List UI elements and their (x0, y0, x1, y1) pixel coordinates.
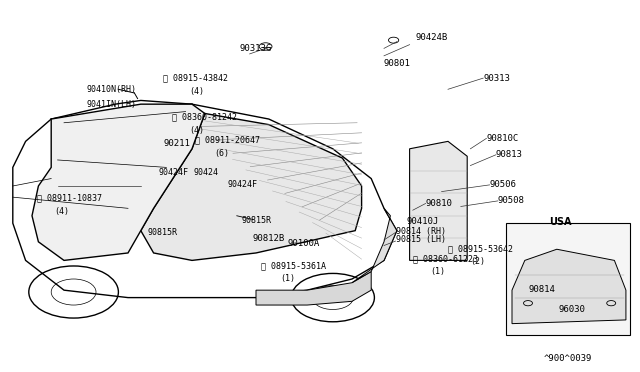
Text: Ⓢ 08360-61223: Ⓢ 08360-61223 (413, 254, 478, 263)
Text: (4): (4) (189, 87, 204, 96)
Text: Ⓝ 08915-5361A: Ⓝ 08915-5361A (261, 262, 326, 270)
Text: 90410J: 90410J (406, 217, 438, 226)
Text: 90815 (LH): 90815 (LH) (396, 235, 445, 244)
Polygon shape (32, 104, 205, 260)
Text: Ⓝ 08911-20647: Ⓝ 08911-20647 (195, 135, 260, 144)
Text: 90812B: 90812B (253, 234, 285, 243)
Text: 90814 (RH): 90814 (RH) (396, 227, 445, 236)
Text: Ⓟ 08915-43842: Ⓟ 08915-43842 (163, 74, 228, 83)
Polygon shape (512, 249, 626, 324)
Text: 90506: 90506 (490, 180, 516, 189)
Text: (1): (1) (280, 274, 295, 283)
Text: USA: USA (548, 217, 572, 227)
Text: 90508: 90508 (498, 196, 525, 205)
Polygon shape (256, 272, 371, 305)
Text: 90424F: 90424F (227, 180, 257, 189)
Text: 90100A: 90100A (288, 239, 320, 248)
Polygon shape (352, 208, 397, 283)
Text: 96030: 96030 (558, 305, 585, 314)
Text: 90815R: 90815R (242, 216, 272, 225)
Text: 90801: 90801 (384, 59, 411, 68)
Text: 90810C: 90810C (486, 134, 518, 143)
Text: (4): (4) (189, 126, 204, 135)
Text: (2): (2) (470, 257, 485, 266)
Text: 90813: 90813 (496, 150, 523, 159)
Text: (1): (1) (430, 267, 445, 276)
Text: (4): (4) (54, 207, 69, 216)
Text: Ⓟ 08915-53642: Ⓟ 08915-53642 (448, 245, 513, 254)
FancyBboxPatch shape (506, 223, 630, 335)
Text: 90313: 90313 (483, 74, 510, 83)
Text: 90211: 90211 (163, 139, 190, 148)
Text: 90424B: 90424B (416, 33, 448, 42)
Text: 9041IN(LH): 9041IN(LH) (86, 100, 136, 109)
Text: 90810: 90810 (426, 199, 452, 208)
Text: 90424: 90424 (193, 169, 218, 177)
Text: 90814: 90814 (529, 285, 556, 294)
Text: Ⓢ 08360-81242: Ⓢ 08360-81242 (172, 113, 237, 122)
Text: 90410N(RH): 90410N(RH) (86, 85, 136, 94)
Text: (6): (6) (214, 149, 229, 158)
Text: 90313G: 90313G (240, 44, 272, 53)
Text: 90424F: 90424F (159, 169, 189, 177)
Text: 90815R: 90815R (147, 228, 177, 237)
Text: Ⓝ 08911-10837: Ⓝ 08911-10837 (37, 193, 102, 202)
Polygon shape (410, 141, 467, 260)
Polygon shape (141, 113, 362, 260)
Text: ^900^0039: ^900^0039 (544, 354, 593, 363)
